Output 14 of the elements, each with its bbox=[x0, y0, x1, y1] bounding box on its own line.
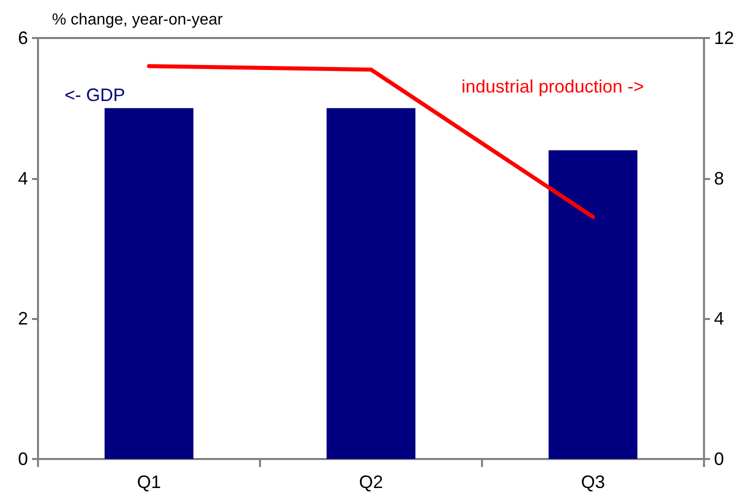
y2-tick-label: 12 bbox=[714, 28, 734, 48]
x-tick-label: Q2 bbox=[358, 472, 384, 492]
y-tick-label: 6 bbox=[18, 28, 28, 48]
series-label: <- GDP bbox=[64, 85, 126, 106]
y-axis-title: % change, year-on-year bbox=[52, 12, 224, 28]
y2-tick-label: 4 bbox=[714, 308, 724, 329]
series-label: industrial production -> bbox=[461, 76, 644, 97]
y2-tick-label: 8 bbox=[714, 168, 724, 188]
y-tick-label: 2 bbox=[18, 308, 28, 329]
y-tick-label: 4 bbox=[18, 168, 28, 188]
y-tick-label: 0 bbox=[18, 449, 28, 469]
y2-tick-label: 0 bbox=[714, 449, 724, 469]
x-tick-label: Q1 bbox=[136, 472, 162, 492]
x-tick-label: Q3 bbox=[580, 472, 606, 492]
